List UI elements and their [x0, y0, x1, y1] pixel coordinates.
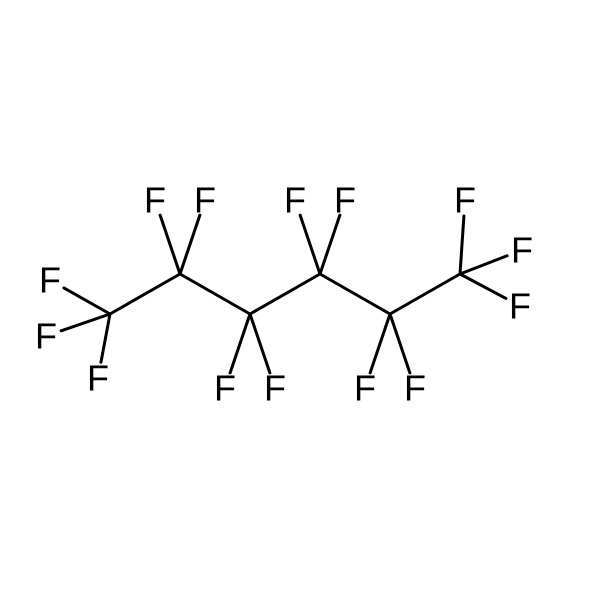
fluorine-atom: F [284, 180, 306, 221]
fluorine-atom: F [509, 286, 531, 327]
bond [460, 216, 464, 274]
fluorine-atom: F [454, 180, 476, 221]
bond [370, 314, 390, 373]
fluorine-atom: F [334, 180, 356, 221]
bond [250, 314, 270, 373]
bond [180, 274, 250, 314]
bond [320, 215, 340, 274]
fluorine-atom: F [87, 358, 109, 399]
fluorine-atom: F [264, 368, 286, 409]
fluorine-atom: F [194, 180, 216, 221]
bond [110, 274, 180, 314]
bond [300, 215, 320, 274]
bond [61, 314, 110, 331]
bond [460, 256, 507, 274]
fluorine-atom: F [35, 316, 57, 357]
fluorine-atom: F [354, 368, 376, 409]
bond [460, 274, 506, 298]
bond [101, 314, 110, 362]
bond [64, 288, 110, 314]
fluorine-atom: F [39, 260, 61, 301]
bond [320, 274, 390, 314]
fluorine-atom: F [144, 180, 166, 221]
bond [390, 274, 460, 314]
fluorine-atom: F [511, 230, 533, 271]
molecule-diagram: FFFFFFFFFFFFFF [0, 0, 600, 600]
fluorine-atom: F [404, 368, 426, 409]
bond [180, 215, 200, 274]
bond [160, 215, 180, 274]
bond [250, 274, 320, 314]
bond [230, 314, 250, 373]
fluorine-atom: F [214, 368, 236, 409]
bond [390, 314, 410, 373]
